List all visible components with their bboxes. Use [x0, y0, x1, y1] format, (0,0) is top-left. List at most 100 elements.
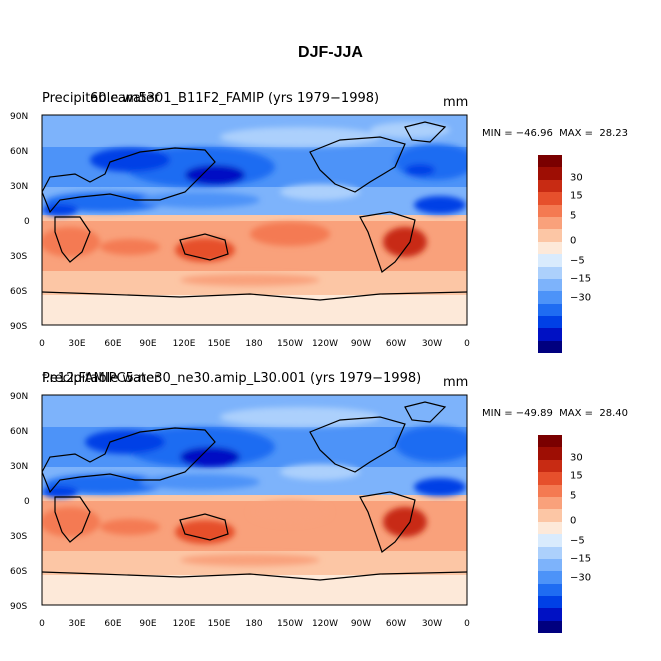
- lon-label: 180: [245, 339, 262, 349]
- continent-outlines-1: [42, 121, 467, 301]
- lon-label: 120W: [312, 619, 338, 629]
- lon-label: 150W: [277, 339, 303, 349]
- lat-label: 30S: [10, 532, 27, 542]
- lat-label: 30S: [10, 252, 27, 262]
- colorbar-tick-label: 0: [570, 235, 577, 247]
- lon-label: 60E: [104, 339, 121, 349]
- colorbar-tick-label: 30: [570, 452, 583, 464]
- panel-1-variable-title: Precipitable water: [42, 91, 160, 106]
- lon-label: 90W: [351, 619, 371, 629]
- colorbar-segment: [538, 496, 562, 510]
- lon-label: 30W: [422, 339, 442, 349]
- figure-title: DJF-JJA: [298, 44, 363, 61]
- lon-label: 90E: [139, 339, 156, 349]
- colorbar-tick-label: −30: [570, 292, 592, 304]
- lon-label: 90W: [351, 339, 371, 349]
- colorbar-segment: [538, 241, 562, 255]
- colorbar-tick-label: 5: [570, 210, 577, 222]
- lon-label: 120W: [312, 339, 338, 349]
- colorbar-segment: [538, 316, 562, 329]
- colorbar-segment: [538, 192, 562, 205]
- panel-1-case-title: 60.cam5301_B11F2_FAMIP (yrs 1979−1998): [90, 91, 379, 106]
- map-panel-1: Precipitable water 60.cam5301_B11F2_FAMI…: [0, 82, 661, 362]
- colorbar-tick-label: 15: [570, 190, 583, 202]
- lon-label: 150W: [277, 619, 303, 629]
- colorbar-segment: [538, 558, 562, 572]
- map-panel-2-svg: Precipitable water f.e12.FAMIPC5.ne30_ne…: [10, 371, 470, 629]
- continent-outlines-2: [42, 401, 467, 581]
- colorbar-segment: [538, 571, 562, 584]
- map-frame-1: [41, 114, 468, 326]
- colorbar-2: [538, 435, 562, 634]
- colorbar-1: [538, 155, 562, 354]
- lat-label: 60N: [10, 427, 28, 437]
- colorbar-segment: [538, 472, 562, 485]
- lon-label: 30E: [68, 619, 85, 629]
- colorbar-tick-label: −15: [570, 273, 592, 285]
- lon-label: 120E: [173, 619, 196, 629]
- lon-label: 30E: [68, 339, 85, 349]
- lat-label: 90N: [10, 392, 28, 402]
- lat-label: 30N: [10, 182, 28, 192]
- lon-label: 120E: [173, 339, 196, 349]
- panel-2-variable-title: Precipitable water: [42, 371, 160, 386]
- lat-label: 90S: [10, 602, 27, 612]
- lon-label: 60E: [104, 619, 121, 629]
- colorbar-tick-label: −30: [570, 572, 592, 584]
- colorbar-segment: [538, 204, 562, 217]
- map-panel-1-svg: Precipitable water 60.cam5301_B11F2_FAMI…: [10, 91, 470, 349]
- lon-label: 30W: [422, 619, 442, 629]
- colorbar-segment: [538, 179, 562, 193]
- lat-label: 0: [24, 497, 30, 507]
- map-panel-2: Precipitable water f.e12.FAMIPC5.ne30_ne…: [0, 362, 661, 642]
- lat-label: 30N: [10, 462, 28, 472]
- lon-label: 90E: [139, 619, 156, 629]
- colorbar-tick-label: −15: [570, 553, 592, 565]
- colorbar-segment: [538, 608, 562, 621]
- lon-label: 180: [245, 619, 262, 629]
- colorbar-segment: [538, 596, 562, 609]
- colorbar-segment: [538, 534, 562, 547]
- lat-label: 90S: [10, 322, 27, 332]
- panel-1-units: mm: [443, 95, 468, 110]
- colorbar-segment: [538, 447, 562, 460]
- lon-label: 60W: [386, 619, 406, 629]
- lon-label: 0: [464, 339, 470, 349]
- colorbar-tick-label: −5: [570, 255, 585, 267]
- precip-field-2: [42, 395, 467, 605]
- colorbar-tick-label: 0: [570, 515, 577, 527]
- lat-label: 60S: [10, 287, 27, 297]
- lon-label: 0: [464, 619, 470, 629]
- colorbar-segment: [538, 155, 562, 168]
- colorbar-segment: [538, 583, 562, 597]
- lon-label: 60W: [386, 339, 406, 349]
- colorbar-segment: [538, 254, 562, 267]
- lat-label: 0: [24, 217, 30, 227]
- colorbar-segment: [538, 459, 562, 473]
- colorbar-segment: [538, 167, 562, 180]
- colorbar-segment: [538, 266, 562, 279]
- lon-label: 0: [39, 619, 45, 629]
- lat-label: 60N: [10, 147, 28, 157]
- colorbar-segment: [538, 546, 562, 559]
- panel-2-case-title: f.e12.FAMIPC5.ne30_ne30.amip_L30.001 (yr…: [42, 371, 421, 386]
- lon-label: 150E: [208, 339, 231, 349]
- colorbar-segment: [538, 278, 562, 292]
- colorbar-segment: [538, 620, 562, 634]
- panel-2-units: mm: [443, 375, 468, 390]
- map-frame-2: [41, 394, 468, 606]
- colorbar-segment: [538, 216, 562, 230]
- colorbar-segment: [538, 291, 562, 304]
- panel-1-min-max: MIN = −46.96 MAX = 28.23: [482, 128, 629, 139]
- colorbar-tick-label: 30: [570, 172, 583, 184]
- lon-label: 0: [39, 339, 45, 349]
- colorbar-segment: [538, 521, 562, 535]
- colorbar-segment: [538, 509, 562, 522]
- colorbar-segment: [538, 328, 562, 341]
- colorbar-segment: [538, 229, 562, 242]
- colorbar-tick-label: 5: [570, 490, 577, 502]
- colorbar-segment: [538, 484, 562, 497]
- lat-label: 90N: [10, 112, 28, 122]
- colorbar-tick-label: 15: [570, 470, 583, 482]
- colorbar-segment: [538, 303, 562, 317]
